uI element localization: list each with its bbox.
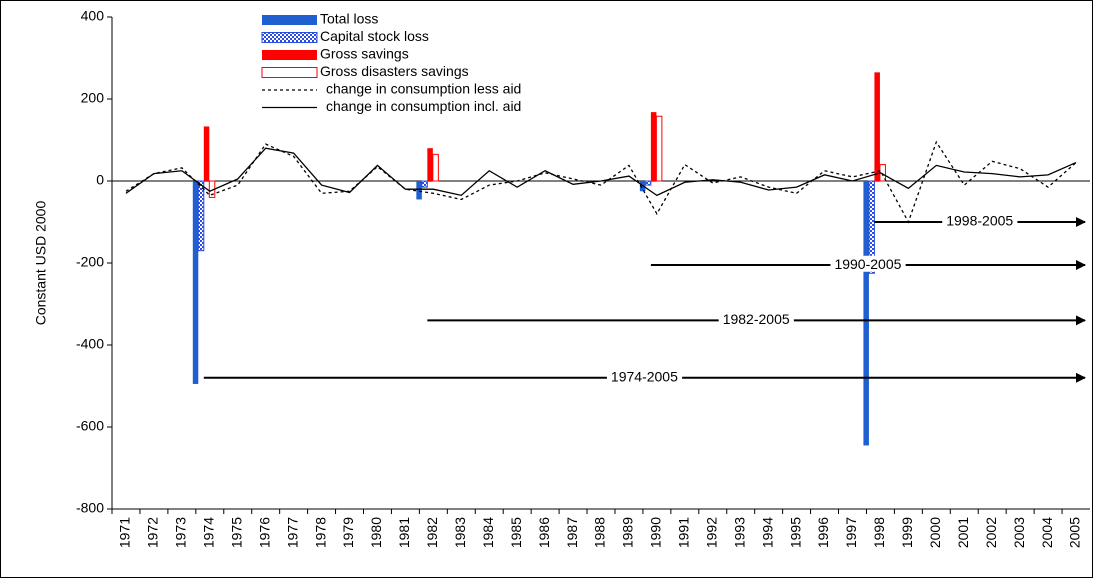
- bar: [427, 148, 433, 181]
- x-tick-label: 1972: [145, 517, 161, 548]
- x-tick-label: 1990: [648, 517, 664, 548]
- annotation-label: 1998-2005: [946, 213, 1013, 229]
- x-tick-label: 2004: [1039, 517, 1055, 548]
- y-tick-label: -800: [76, 500, 104, 516]
- annotation-bg: [830, 255, 906, 272]
- x-tick-label: 1971: [117, 517, 133, 548]
- bar: [863, 181, 869, 446]
- legend-swatch: [261, 32, 318, 43]
- bar: [655, 115, 663, 182]
- x-tick-label: 1998: [871, 517, 887, 548]
- bar: [650, 112, 657, 181]
- x-tick-label: 1976: [256, 517, 272, 548]
- x-tick-label: 1978: [312, 517, 328, 548]
- x-tick-label: 2005: [1067, 517, 1083, 548]
- bar: [192, 181, 199, 384]
- legend-label: Gross savings: [320, 46, 409, 62]
- line: [125, 140, 1077, 224]
- y-tick-label: -600: [76, 418, 104, 434]
- x-tick-label: 2002: [983, 517, 999, 548]
- x-tick-label: 1992: [703, 517, 719, 548]
- legend-label: Gross disasters savings: [320, 63, 469, 79]
- bar: [868, 180, 875, 274]
- x-tick-label: 1974: [201, 517, 217, 548]
- x-tick-label: 1985: [508, 517, 524, 548]
- line: [125, 147, 1077, 197]
- bar: [421, 180, 428, 188]
- y-tick-label: -400: [76, 336, 104, 352]
- legend-swatch: [261, 67, 318, 78]
- annotation-label: 1974-2005: [611, 369, 678, 385]
- y-tick-label: -200: [76, 254, 104, 270]
- x-tick-label: 1983: [452, 517, 468, 548]
- annotation-bg: [942, 212, 1018, 229]
- x-tick-label: 1981: [396, 517, 412, 548]
- bar: [874, 72, 880, 181]
- x-tick-label: 1993: [731, 517, 747, 548]
- x-tick-label: 1996: [815, 517, 831, 548]
- x-tick-label: 1999: [899, 517, 915, 548]
- x-tick-label: 1979: [340, 517, 356, 548]
- x-tick-label: 1988: [592, 517, 608, 548]
- x-tick-label: 1994: [759, 517, 775, 548]
- legend-label: Capital stock loss: [320, 28, 429, 44]
- x-tick-label: 1997: [843, 517, 859, 548]
- x-tick-label: 1977: [284, 517, 300, 548]
- annotation-bg: [606, 368, 683, 385]
- x-tick-label: 1987: [564, 517, 580, 548]
- y-axis-label: Constant USD 2000: [33, 201, 49, 326]
- legend-label: Total loss: [320, 11, 378, 27]
- legend-label: change in consumption less aid: [326, 81, 521, 97]
- x-tick-label: 1982: [424, 517, 440, 548]
- bar: [416, 181, 422, 200]
- legend-swatch: [262, 15, 317, 25]
- legend-label: change in consumption incl. aid: [326, 98, 521, 114]
- bar: [197, 180, 205, 252]
- y-tick-label: 200: [81, 90, 105, 106]
- y-tick-label: 400: [81, 8, 105, 24]
- bar: [203, 126, 210, 181]
- x-tick-label: 1989: [620, 517, 636, 548]
- annotation-bg: [718, 311, 794, 328]
- x-tick-label: 2000: [927, 517, 943, 548]
- legend-swatch: [262, 50, 317, 60]
- annotation-label: 1982-2005: [723, 311, 790, 327]
- x-tick-label: 1986: [536, 517, 552, 548]
- x-tick-label: 1984: [480, 517, 496, 548]
- bar: [432, 153, 439, 182]
- x-tick-label: 1991: [676, 517, 692, 548]
- bar: [644, 180, 652, 186]
- x-tick-label: 2001: [955, 517, 971, 548]
- annotation-label: 1990-2005: [834, 256, 901, 272]
- x-tick-label: 2003: [1011, 517, 1027, 548]
- x-tick-label: 1973: [173, 517, 189, 548]
- x-tick-label: 1995: [787, 517, 803, 548]
- x-tick-label: 1975: [228, 517, 244, 548]
- x-tick-label: 1980: [368, 517, 384, 548]
- y-tick-label: 0: [96, 172, 104, 188]
